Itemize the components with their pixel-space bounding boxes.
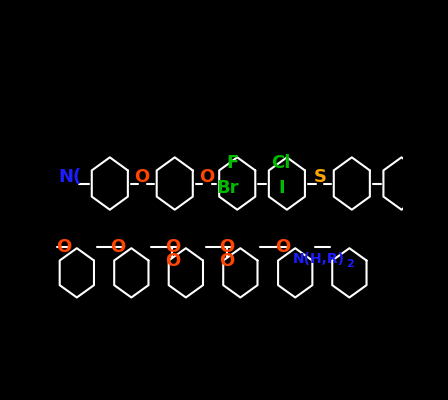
Text: O: O [199,168,214,186]
Text: S: S [313,168,327,186]
Text: O: O [56,238,71,256]
Text: O: O [220,252,235,270]
Text: Br: Br [216,178,238,196]
Text: O: O [134,168,150,186]
Text: O: O [165,252,180,270]
Text: N(: N( [58,168,82,186]
Text: I: I [279,178,285,196]
Text: O: O [220,238,235,256]
Text: O: O [275,238,290,256]
Text: N(H,R): N(H,R) [293,252,345,266]
Text: O: O [110,238,125,256]
Text: O: O [165,238,180,256]
Text: F: F [226,154,238,172]
Text: Cl: Cl [271,154,291,172]
Text: 2: 2 [347,259,354,269]
